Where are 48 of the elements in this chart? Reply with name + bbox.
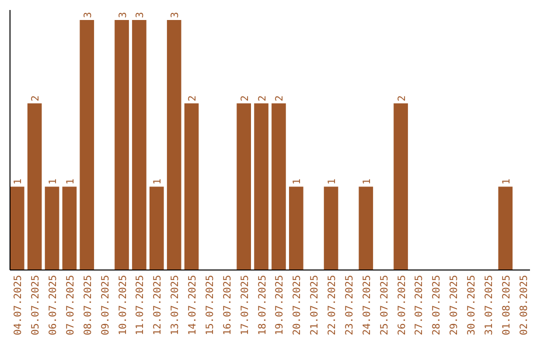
x-tick-label: 09.07.2025 [100,275,112,336]
data-label: 1 [327,178,338,185]
x-tick-label: 31.07.2025 [484,275,495,336]
data-label: 2 [257,95,268,102]
data-label: 1 [65,178,76,185]
data-label: 1 [292,178,304,185]
data-label: 2 [240,95,251,102]
x-tick-label: 25.07.2025 [379,275,390,336]
x-tick-label: 04.07.2025 [13,275,24,336]
data-label: 1 [501,178,512,185]
x-tick-label: 11.07.2025 [135,275,146,336]
x-tick-label: 22.07.2025 [327,275,338,336]
data-label: 2 [188,95,199,102]
data-label: 2 [30,95,42,102]
x-tick-label: 17.07.2025 [240,275,251,336]
x-tick-label: 05.07.2025 [30,275,42,336]
data-label: 2 [274,95,286,102]
x-tick-label: 15.07.2025 [204,275,216,336]
x-tick-label: 07.07.2025 [65,275,76,336]
x-tick-label: 16.07.2025 [222,275,234,336]
x-tick-label: 13.07.2025 [170,275,182,336]
x-tick-label: 30.07.2025 [466,275,478,336]
x-tick-label: 20.07.2025 [292,275,304,336]
x-tick-label: 06.07.2025 [48,275,60,336]
x-tick-label: 01.08.2025 [501,275,512,336]
data-label: 1 [152,178,164,185]
x-tick-label: 12.07.2025 [152,275,164,336]
x-tick-label: 14.07.2025 [188,275,199,336]
data-label: 3 [82,12,94,18]
data-label: 3 [118,12,129,18]
data-label: 1 [48,178,60,185]
x-tick-label: 08.07.2025 [82,275,94,336]
x-tick-label: 02.08.2025 [518,275,530,336]
x-tick-label: 24.07.2025 [362,275,373,336]
x-tick-label: 29.07.2025 [449,275,460,336]
data-label: 1 [13,178,24,185]
x-tick-label: 23.07.2025 [344,275,356,336]
data-label: 3 [135,12,146,18]
data-label: 2 [396,95,408,102]
x-tick-label: 10.07.2025 [118,275,129,336]
data-label: 1 [362,178,373,185]
x-tick-label: 28.07.2025 [432,275,443,336]
x-tick-label: 27.07.2025 [414,275,426,336]
x-tick-label: 18.07.2025 [257,275,268,336]
data-label: 3 [170,12,182,18]
x-tick-label: 21.07.2025 [310,275,321,336]
x-tick-label: 19.07.2025 [274,275,286,336]
x-tick-label: 26.07.2025 [396,275,408,336]
